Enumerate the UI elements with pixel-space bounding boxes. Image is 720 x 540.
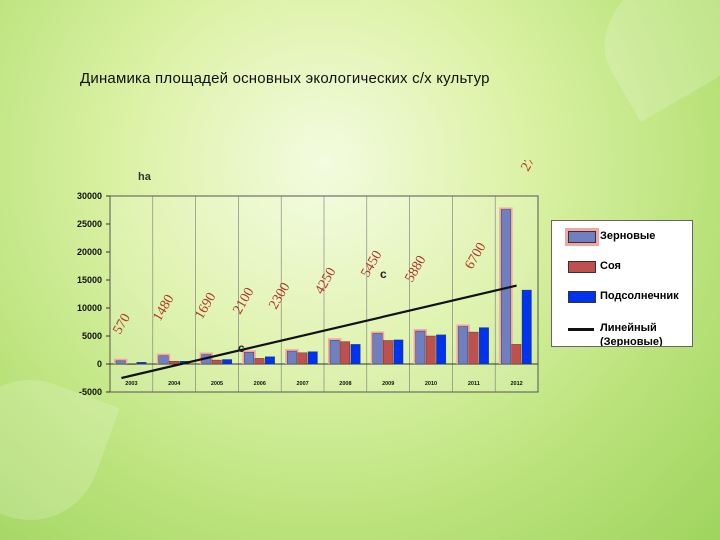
legend-label: Зерновые <box>600 230 656 242</box>
bar <box>158 355 169 365</box>
unit-label: ha <box>138 171 152 183</box>
legend-label: Линейный (Зерновые) <box>600 322 663 347</box>
bar <box>340 341 351 365</box>
legend-bar-swatch <box>568 261 596 273</box>
bar <box>307 351 318 365</box>
x-tick-label: 2006 <box>254 381 266 387</box>
x-tick-label: 2005 <box>211 381 223 387</box>
legend-bar-swatch <box>568 231 596 243</box>
bar <box>244 352 255 365</box>
annotation: c <box>380 267 387 281</box>
trendline <box>121 284 517 380</box>
bar <box>511 344 522 365</box>
y-tick-label: 10000 <box>77 303 102 313</box>
bar <box>115 360 126 365</box>
annotation: c <box>238 341 245 355</box>
x-tick-label: 2010 <box>425 381 437 387</box>
legend-label: Соя <box>600 260 621 272</box>
bar <box>415 330 426 365</box>
bar <box>254 358 265 365</box>
x-tick-label: 2007 <box>296 381 308 387</box>
x-tick-label: 2008 <box>339 381 351 387</box>
bar <box>350 344 361 365</box>
y-tick-label: 5000 <box>82 331 102 341</box>
bar <box>265 356 275 365</box>
bar <box>136 362 147 365</box>
bar <box>425 335 436 365</box>
bar <box>521 289 532 365</box>
legend-line-swatch <box>568 328 594 331</box>
x-tick-label: 2012 <box>510 381 522 387</box>
y-tick-label: 20000 <box>77 247 102 257</box>
bar <box>383 340 393 365</box>
legend-bar-swatch <box>568 291 596 303</box>
bar <box>436 334 447 365</box>
x-tick-label: 2003 <box>125 381 137 387</box>
bar <box>169 360 179 365</box>
bar <box>297 352 308 365</box>
y-tick-label: 0 <box>97 359 102 369</box>
bar <box>458 326 469 365</box>
chart: 30000 25000 20000 15000 10000 5000 0 -5000 ha 20… <box>77 160 549 397</box>
bar <box>329 339 340 365</box>
bar <box>468 331 479 365</box>
y-tick-label: 25000 <box>77 219 102 229</box>
bar <box>393 339 404 365</box>
bar <box>126 363 137 365</box>
bar <box>211 359 222 365</box>
bar <box>372 333 383 365</box>
y-tick-label: 15000 <box>77 275 102 285</box>
x-tick-label: 2011 <box>468 381 480 387</box>
y-tick-label: -5000 <box>79 387 102 397</box>
page-title: Динамика площадей основных экологических… <box>80 70 490 87</box>
value-label: 27588 <box>518 160 548 174</box>
bar <box>222 359 233 365</box>
legend-label: Подсолнечник <box>600 290 679 302</box>
x-tick-label: 2004 <box>168 381 181 387</box>
bar <box>286 350 297 365</box>
background-leaf <box>580 0 720 122</box>
bar <box>479 327 489 365</box>
y-tick-label: 30000 <box>77 191 102 201</box>
x-tick-label: 2009 <box>382 381 394 387</box>
legend: Зерновые Соя Подсолнечник Линейный (Зерновы… <box>551 220 693 347</box>
